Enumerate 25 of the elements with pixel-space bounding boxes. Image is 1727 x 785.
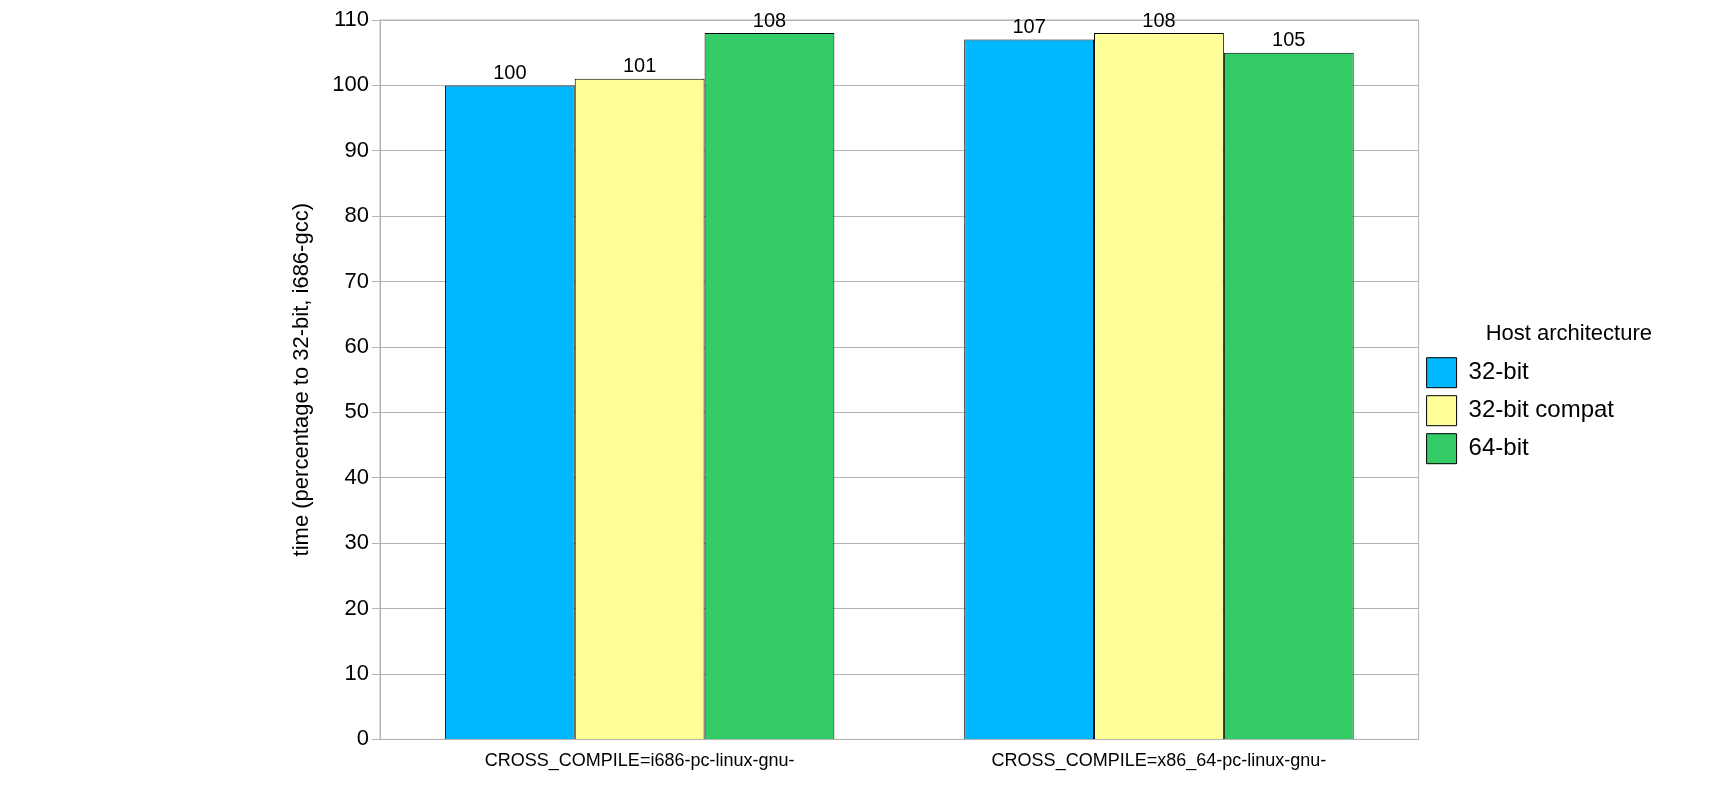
y-tick-label: 100 [332, 71, 369, 97]
y-tick-label: 0 [356, 725, 369, 751]
y-tick-label: 70 [344, 267, 369, 293]
data-label: 108 [752, 8, 787, 31]
data-label: 105 [1272, 28, 1306, 51]
legend-label: 32-bit compat [1468, 395, 1615, 423]
y-tick-label: 20 [344, 594, 369, 620]
x-tick-label: CROSS_COMPILE=x86_64-pc-linux-gnu- [991, 750, 1327, 772]
legend-label: 64-bit [1468, 433, 1529, 461]
data-label: 107 [1012, 15, 1046, 38]
y-tick-label: 90 [344, 136, 369, 162]
data-label: 108 [1142, 8, 1176, 31]
legend-title: Host architecture [1485, 320, 1652, 346]
y-tick-label: 80 [344, 202, 369, 228]
y-tick-label: 110 [333, 6, 369, 32]
y-tick-label: 30 [344, 529, 369, 555]
y-tick-label: 10 [344, 660, 369, 686]
data-label: 100 [493, 60, 527, 83]
y-tick-label: 40 [344, 463, 369, 489]
x-tick-label: CROSS_COMPILE=i686-pc-linux-gnu- [484, 750, 795, 772]
y-tick-label: 50 [344, 398, 369, 424]
data-label: 101 [622, 54, 657, 77]
y-tick-label: 60 [344, 333, 369, 359]
legend-label: 32-bit [1468, 357, 1529, 385]
y-axis-title: time (percentage to 32-bit, i686-gcc) [288, 203, 314, 557]
